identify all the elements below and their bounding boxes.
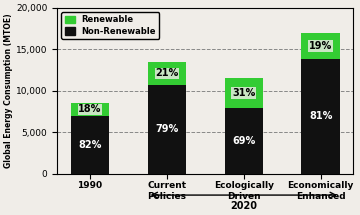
Bar	[148, 85, 186, 174]
Bar	[71, 116, 109, 174]
Text: 82%: 82%	[78, 140, 102, 150]
Text: 69%: 69%	[232, 136, 255, 146]
Bar	[301, 59, 340, 174]
Text: 19%: 19%	[309, 41, 332, 51]
Y-axis label: Global Energy Consumption (MTOE): Global Energy Consumption (MTOE)	[4, 13, 13, 168]
Text: 18%: 18%	[78, 104, 102, 114]
Bar	[225, 108, 263, 174]
Text: 79%: 79%	[155, 124, 179, 134]
Text: 81%: 81%	[309, 111, 332, 121]
Text: 21%: 21%	[155, 68, 179, 78]
Text: 31%: 31%	[232, 88, 255, 98]
Bar	[225, 78, 263, 108]
Text: 2020: 2020	[230, 201, 257, 211]
Bar	[71, 103, 109, 116]
Bar	[301, 32, 340, 59]
Bar	[148, 61, 186, 85]
Legend: Renewable, Non-Renewable: Renewable, Non-Renewable	[61, 12, 159, 39]
